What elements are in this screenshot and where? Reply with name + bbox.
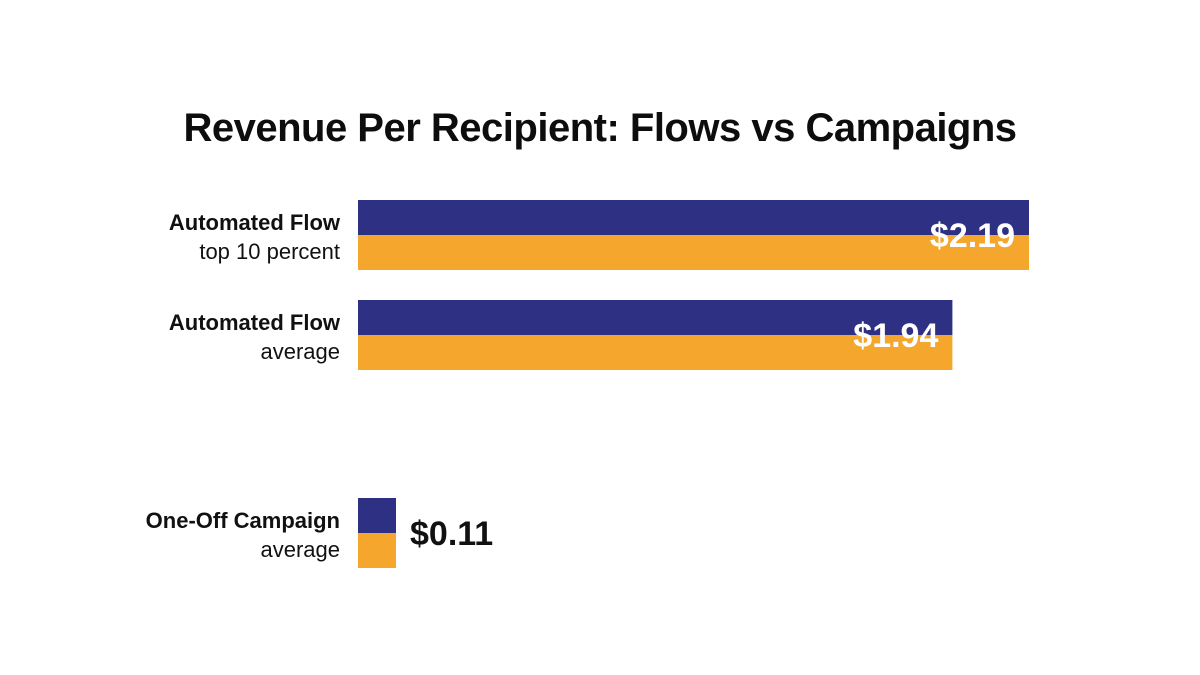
bar-bottom-segment bbox=[358, 335, 953, 370]
value-label: $1.94 bbox=[853, 317, 938, 355]
bar-top-segment bbox=[358, 300, 953, 335]
category-label-main: One-Off Campaign bbox=[146, 508, 340, 533]
bar-bottom-segment bbox=[358, 235, 1029, 270]
category-label-sub: top 10 percent bbox=[199, 239, 340, 264]
category-label-main: Automated Flow bbox=[169, 310, 341, 335]
category-label-sub: average bbox=[260, 339, 340, 364]
chart-title: Revenue Per Recipient: Flows vs Campaign… bbox=[183, 106, 1017, 150]
bar-bottom-segment bbox=[358, 533, 396, 568]
value-label: $0.11 bbox=[410, 515, 493, 553]
value-label: $2.19 bbox=[930, 217, 1015, 255]
bar-top-segment bbox=[358, 200, 1029, 235]
bar-top-segment bbox=[358, 498, 396, 533]
category-label-main: Automated Flow bbox=[169, 210, 341, 235]
category-label-sub: average bbox=[260, 537, 340, 562]
